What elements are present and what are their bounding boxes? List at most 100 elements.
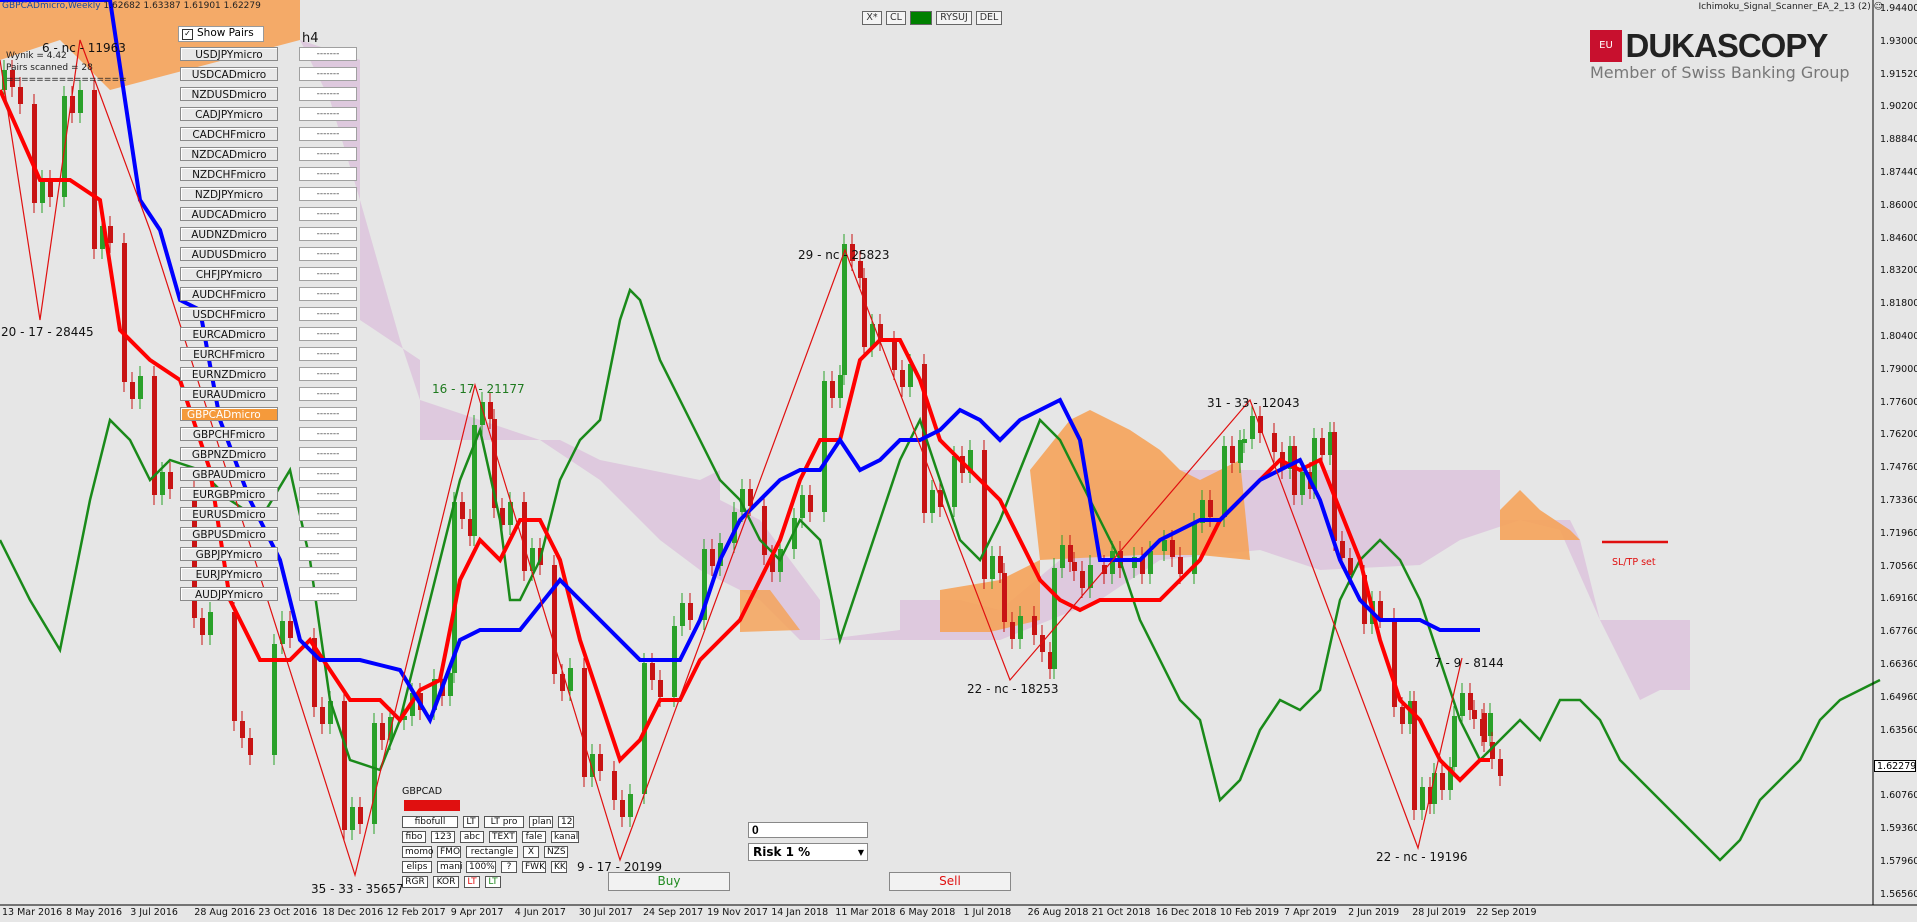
pair-button[interactable]: GBPNZDmicro: [180, 447, 278, 461]
tool-button[interactable]: X: [523, 846, 539, 858]
price-tick: 1.71960: [1880, 527, 1917, 539]
pair-button[interactable]: EURNZDmicro: [180, 367, 278, 381]
time-tick: 1 Jul 2018: [963, 907, 1012, 918]
pair-button[interactable]: NZDCADmicro: [180, 147, 278, 161]
candle-body: [900, 370, 905, 387]
pair-signal-value: -------: [299, 347, 357, 361]
pair-button[interactable]: AUDJPYmicro: [180, 587, 278, 601]
pair-button[interactable]: EURAUDmicro: [180, 387, 278, 401]
pair-button[interactable]: USDCHFmicro: [180, 307, 278, 321]
candle-body: [380, 723, 385, 740]
price-tick: 1.67760: [1880, 626, 1917, 638]
sell-button[interactable]: Sell: [889, 872, 1011, 891]
pair-button[interactable]: AUDCADmicro: [180, 207, 278, 221]
pair-button[interactable]: GBPUSDmicro: [180, 527, 278, 541]
tool-button[interactable]: elips: [402, 861, 432, 873]
tool-button[interactable]: fibo: [402, 831, 426, 843]
tool-button[interactable]: plan: [529, 816, 553, 828]
candle-body: [1178, 557, 1183, 574]
lot-input[interactable]: [748, 822, 868, 838]
tool-button[interactable]: fibofull: [402, 816, 458, 828]
tool-button[interactable]: 123: [431, 831, 455, 843]
indicator-lines: [0, 0, 1881, 862]
tool-button[interactable]: KK: [551, 861, 567, 873]
tool-button[interactable]: RGR: [402, 876, 428, 888]
tool-button[interactable]: 12: [558, 816, 574, 828]
tool-button[interactable]: LT: [463, 816, 479, 828]
price-tick: 1.80400: [1880, 331, 1917, 342]
price-tick: 1.56560: [1880, 888, 1917, 900]
tool-button[interactable]: LT: [485, 876, 501, 888]
pair-button[interactable]: EURCHFmicro: [180, 347, 278, 361]
time-tick: 6 May 2018: [899, 907, 956, 918]
price-tick: 1.91520: [1880, 68, 1917, 80]
price-tick: 1.94400: [1880, 3, 1917, 14]
pair-button[interactable]: CADCHFmicro: [180, 127, 278, 141]
candle-body: [312, 638, 317, 707]
buy-button[interactable]: Buy: [608, 872, 730, 891]
top-button[interactable]: CL: [886, 11, 906, 25]
pair-button[interactable]: NZDCHFmicro: [180, 167, 278, 181]
checkbox-icon[interactable]: ✓: [182, 29, 193, 40]
candle-body: [1238, 440, 1243, 463]
candle-body: [1328, 432, 1333, 455]
pair-button[interactable]: USDJPYmicro: [180, 47, 278, 61]
risk-select[interactable]: Risk 1 % ▼: [748, 843, 868, 861]
tool-button[interactable]: TEXT: [489, 831, 517, 843]
candle-body: [1200, 500, 1205, 523]
pair-button[interactable]: GBPCADmicro: [180, 407, 278, 421]
show-pairs-toggle[interactable]: ✓ Show Pairs: [178, 26, 264, 42]
pair-button[interactable]: AUDUSDmicro: [180, 247, 278, 261]
pair-button[interactable]: AUDNZDmicro: [180, 227, 278, 241]
tool-button[interactable]: ?: [501, 861, 517, 873]
candle-body: [452, 502, 457, 673]
candle-body: [240, 721, 245, 738]
tool-button[interactable]: NZS: [544, 846, 568, 858]
tool-button[interactable]: rectangle: [466, 846, 518, 858]
price-tick: 1.63560: [1880, 724, 1917, 736]
top-button[interactable]: X*: [862, 11, 882, 25]
tool-button[interactable]: 100%: [466, 861, 496, 873]
candle-body: [998, 556, 1003, 573]
tool-button[interactable]: FWK: [522, 861, 546, 873]
time-tick: 10 Feb 2019: [1219, 907, 1280, 918]
pair-button[interactable]: EURGBPmicro: [180, 487, 278, 501]
tool-button[interactable]: abc: [460, 831, 484, 843]
tool-button[interactable]: mani: [437, 861, 463, 873]
pair-button[interactable]: CADJPYmicro: [180, 107, 278, 121]
pair-button[interactable]: EURUSDmicro: [180, 507, 278, 521]
pair-button[interactable]: NZDJPYmicro: [180, 187, 278, 201]
pair-button[interactable]: GBPAUDmicro: [180, 467, 278, 481]
pair-signal-value: -------: [299, 207, 357, 221]
pair-button[interactable]: AUDCHFmicro: [180, 287, 278, 301]
tool-button[interactable]: FMO: [437, 846, 461, 858]
candle-body: [850, 244, 855, 261]
pair-button[interactable]: CHFJPYmicro: [180, 267, 278, 281]
tool-button[interactable]: kanal: [551, 831, 579, 843]
pair-signal-value: -------: [299, 267, 357, 281]
current-price-tag: 1.62279: [1874, 760, 1916, 772]
pair-button[interactable]: GBPJPYmicro: [180, 547, 278, 561]
pair-signal-value: -------: [299, 427, 357, 441]
pair-button[interactable]: NZDUSDmicro: [180, 87, 278, 101]
candle-body: [122, 243, 127, 382]
tool-button[interactable]: fale: [522, 831, 546, 843]
tool-button[interactable]: KOR: [433, 876, 459, 888]
toggle-green-button[interactable]: [910, 11, 932, 25]
candle-body: [908, 364, 913, 387]
candle-body: [248, 738, 253, 755]
kumo-bullish: [1500, 490, 1580, 540]
top-button[interactable]: RYSUJ: [936, 11, 972, 25]
candle-body: [1068, 545, 1073, 562]
candle-body: [1292, 446, 1297, 495]
pair-button[interactable]: USDCADmicro: [180, 67, 278, 81]
pair-button[interactable]: EURJPYmicro: [180, 567, 278, 581]
tool-button[interactable]: LT: [464, 876, 480, 888]
top-button[interactable]: DEL: [976, 11, 1002, 25]
tool-button[interactable]: momo: [402, 846, 434, 858]
time-tick: 2 Jun 2019: [1348, 907, 1400, 918]
pair-button[interactable]: EURCADmicro: [180, 327, 278, 341]
pair-button[interactable]: GBPCHFmicro: [180, 427, 278, 441]
tool-button[interactable]: LT pro: [484, 816, 524, 828]
